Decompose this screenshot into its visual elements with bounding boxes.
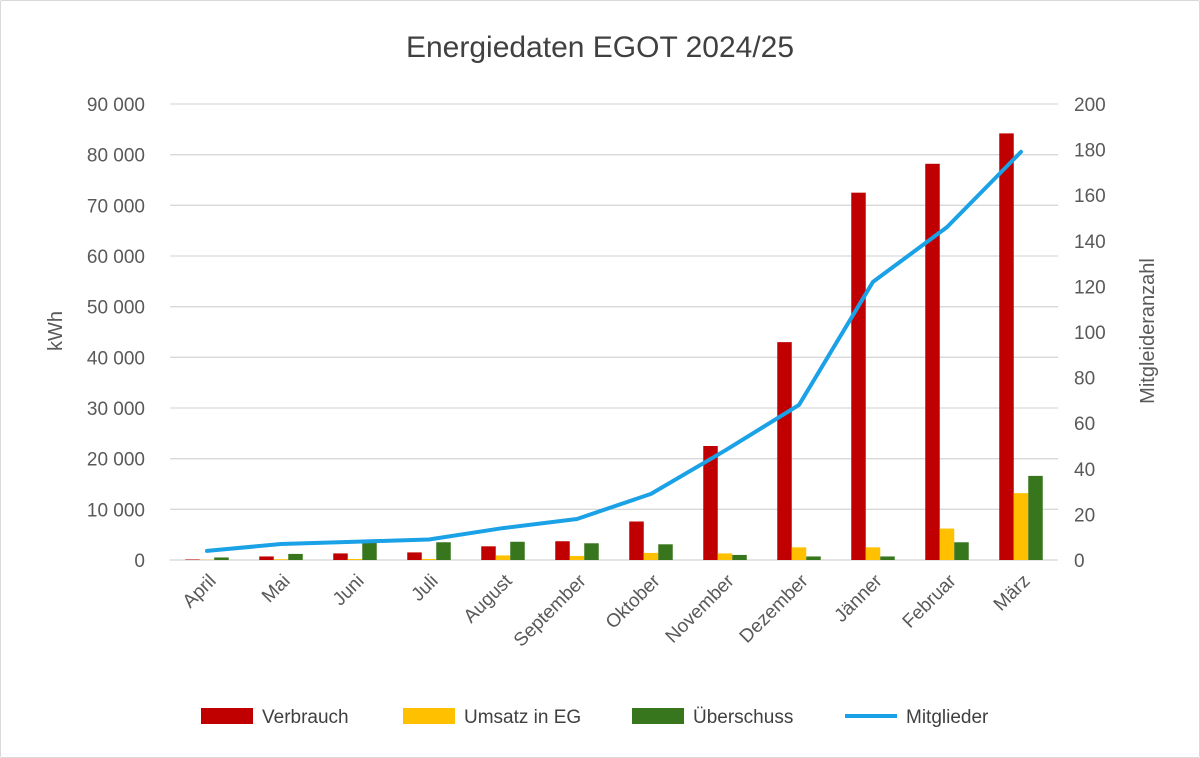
bar-umsatz-in-eg (865, 547, 881, 560)
y2-tick-label: 160 (1074, 186, 1106, 207)
x-tick-label: Oktober (602, 570, 665, 633)
line-series (205, 149, 1023, 553)
y2-tick-label: 180 (1074, 141, 1106, 162)
bar-verbrauch (555, 541, 570, 560)
bar-verbrauch (407, 552, 422, 560)
y2-tick-label: 100 (1074, 323, 1106, 344)
bar-verbrauch (259, 556, 274, 560)
bar-verbrauch (999, 133, 1014, 561)
y2-tick-label: 40 (1074, 460, 1095, 481)
legend-label: Mitglieder (906, 707, 989, 728)
bar-überschuss (214, 557, 229, 560)
y-tick-label: 10 000 (87, 500, 145, 521)
y-tick-label: 50 000 (87, 298, 145, 319)
bar-überschuss (584, 543, 599, 560)
bar-überschuss (954, 542, 969, 560)
x-tick-label: November (662, 570, 739, 647)
bar-umsatz-in-eg (939, 528, 955, 560)
legend-label: Verbrauch (262, 707, 349, 728)
bar-verbrauch (629, 521, 644, 560)
x-tick-label: März (990, 571, 1035, 616)
x-tick-label: Februar (899, 570, 961, 632)
y-axis-right-title: Mitgleideranzahl (1137, 258, 1159, 404)
chart-title: Energiedaten EGOT 2024/25 (406, 31, 794, 64)
y-tick-label: 40 000 (87, 348, 145, 369)
bar-überschuss (362, 542, 377, 560)
bar-überschuss (436, 542, 451, 560)
y2-tick-label: 60 (1074, 414, 1095, 435)
y-tick-label: 0 (134, 551, 145, 572)
y-tick-label: 60 000 (87, 247, 145, 268)
x-tick-label: Dezember (736, 570, 813, 647)
bar-verbrauch (481, 546, 496, 560)
bar-überschuss (880, 556, 895, 560)
bar-umsatz-in-eg (791, 547, 807, 560)
legend-swatch (632, 708, 684, 724)
bar-verbrauch (333, 553, 348, 560)
bar-überschuss (288, 553, 303, 560)
y-tick-label: 30 000 (87, 399, 145, 420)
bar-überschuss (732, 554, 747, 560)
y2-tick-label: 140 (1074, 232, 1106, 253)
bar-umsatz-in-eg (569, 555, 585, 560)
bar-umsatz-in-eg (347, 558, 363, 560)
y2-tick-label: 120 (1074, 277, 1106, 298)
x-tick-label: April (179, 571, 221, 613)
x-tick-label: Juli (408, 571, 443, 606)
y-tick-label: 80 000 (87, 146, 145, 167)
y2-tick-label: 20 (1074, 505, 1095, 526)
legend-swatch (403, 708, 455, 724)
y-tick-label: 20 000 (87, 450, 145, 471)
y2-tick-label: 0 (1074, 551, 1085, 572)
bar-verbrauch (703, 446, 718, 560)
x-tick-label: August (460, 570, 517, 627)
bar-umsatz-in-eg (717, 553, 733, 560)
bar-umsatz-in-eg (495, 555, 511, 560)
legend-label: Umsatz in EG (464, 707, 581, 728)
bar-umsatz-in-eg (421, 558, 437, 560)
bar-series (185, 133, 1043, 561)
bar-verbrauch (925, 163, 940, 560)
y-tick-label: 90 000 (87, 95, 145, 116)
x-tick-label: September (510, 570, 591, 651)
gridlines (170, 103, 1058, 561)
legend-swatch (201, 708, 253, 724)
x-tick-label: Mai (258, 571, 295, 608)
x-tick-label: Jänner (831, 570, 887, 626)
bar-überschuss (658, 544, 673, 560)
line-mitglieder (205, 149, 1023, 553)
y-axis-left-title: kWh (45, 311, 67, 351)
bar-verbrauch (777, 342, 792, 560)
bar-umsatz-in-eg (273, 559, 289, 560)
y-axis-left-ticks: 0 10 000 20 000 30 000 40 000 50 000 60 000 70 … (87, 95, 145, 572)
y-tick-label: 70 000 (87, 196, 145, 217)
y-axis-right-ticks: 0 20 40 60 80 100 120 140 160 180 200 (1074, 95, 1106, 572)
y2-tick-label: 80 (1074, 369, 1095, 390)
bar-umsatz-in-eg (1013, 493, 1029, 560)
bar-überschuss (510, 541, 525, 560)
bar-verbrauch (185, 559, 200, 560)
x-tick-label: Juni (329, 571, 368, 610)
legend: Verbrauch Umsatz in EG Überschuss Mitgliede… (201, 707, 989, 728)
legend-label: Überschuss (693, 707, 793, 728)
bar-überschuss (806, 556, 821, 560)
bar-überschuss (1028, 475, 1043, 560)
bar-umsatz-in-eg (643, 552, 659, 560)
bar-verbrauch (851, 192, 866, 560)
y2-tick-label: 200 (1074, 95, 1106, 116)
